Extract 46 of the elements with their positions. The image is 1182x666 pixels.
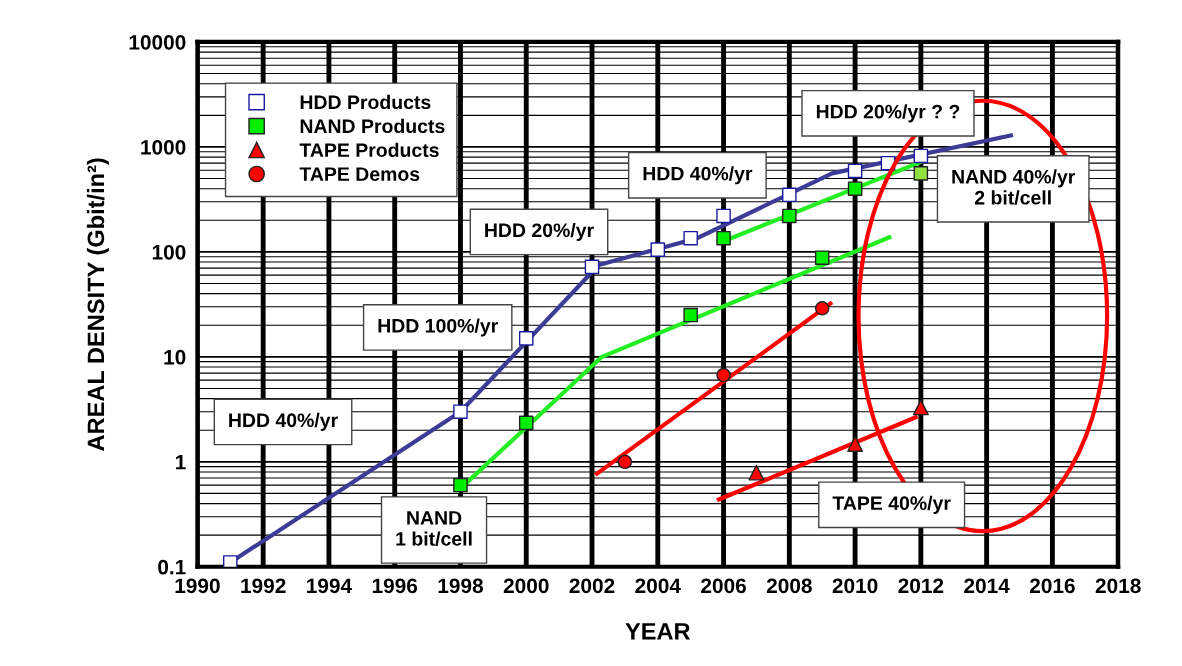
point <box>716 230 731 246</box>
x-tick-label: 2012 <box>898 578 944 594</box>
legend-label: TAPE Products <box>299 142 439 158</box>
x-tick-label: 1990 <box>175 578 220 594</box>
annotation: TAPE 40%/yr <box>832 495 951 514</box>
annotation: HDD 40%/yr <box>229 412 338 431</box>
point <box>847 435 864 452</box>
point <box>782 208 797 224</box>
x-tick-label: 2008 <box>766 578 812 594</box>
x-tick-label: 2014 <box>964 578 1010 594</box>
y-tick-label: 1 <box>176 455 186 470</box>
annotation: HDD 100%/yr <box>378 318 498 337</box>
x-tick-label: 1994 <box>307 578 352 594</box>
legend-label: HDD Products <box>300 94 431 110</box>
point <box>847 181 863 196</box>
x-tick-label: 2002 <box>569 578 615 594</box>
x-axis-title: YEAR <box>625 623 691 640</box>
point <box>913 166 929 181</box>
y-tick-label: 10 <box>164 349 186 365</box>
point <box>814 250 830 265</box>
y-axis-title: AREAL DENSITY (Gbit/in²) <box>86 158 109 451</box>
annotation: NAND 40%/yr 2 bit/cell <box>952 169 1076 205</box>
x-tick-label: 2016 <box>1029 578 1075 594</box>
annotation: HDD 20%/yr <box>485 222 594 241</box>
x-tick-label: 1992 <box>241 578 286 594</box>
x-tick-label: 2010 <box>832 578 878 594</box>
point <box>518 415 534 431</box>
legend-label: TAPE Demos <box>299 167 420 181</box>
y-tick-label: 100 <box>152 244 186 260</box>
x-tick-label: 2000 <box>503 578 549 594</box>
x-tick-label: 2004 <box>635 578 681 594</box>
annotation: HDD 20%/yr ? ? <box>816 104 960 123</box>
point <box>453 477 468 493</box>
point <box>683 307 698 323</box>
point <box>912 399 929 416</box>
y-tick-label: 1000 <box>141 139 186 155</box>
x-tick-label: 1996 <box>372 578 418 594</box>
x-tick-label: 1998 <box>438 578 484 594</box>
x-tick-label: 2006 <box>701 578 746 594</box>
y-tick-label: 0.1 <box>158 559 186 575</box>
point <box>748 464 765 481</box>
annotation: NAND 1 bit/cell <box>396 511 472 546</box>
x-tick-label: 2018 <box>1095 578 1141 594</box>
annotation: HDD 40%/yr <box>643 166 753 185</box>
y-tick-label: 10000 <box>129 34 186 50</box>
legend-label: NAND Products <box>300 118 445 134</box>
